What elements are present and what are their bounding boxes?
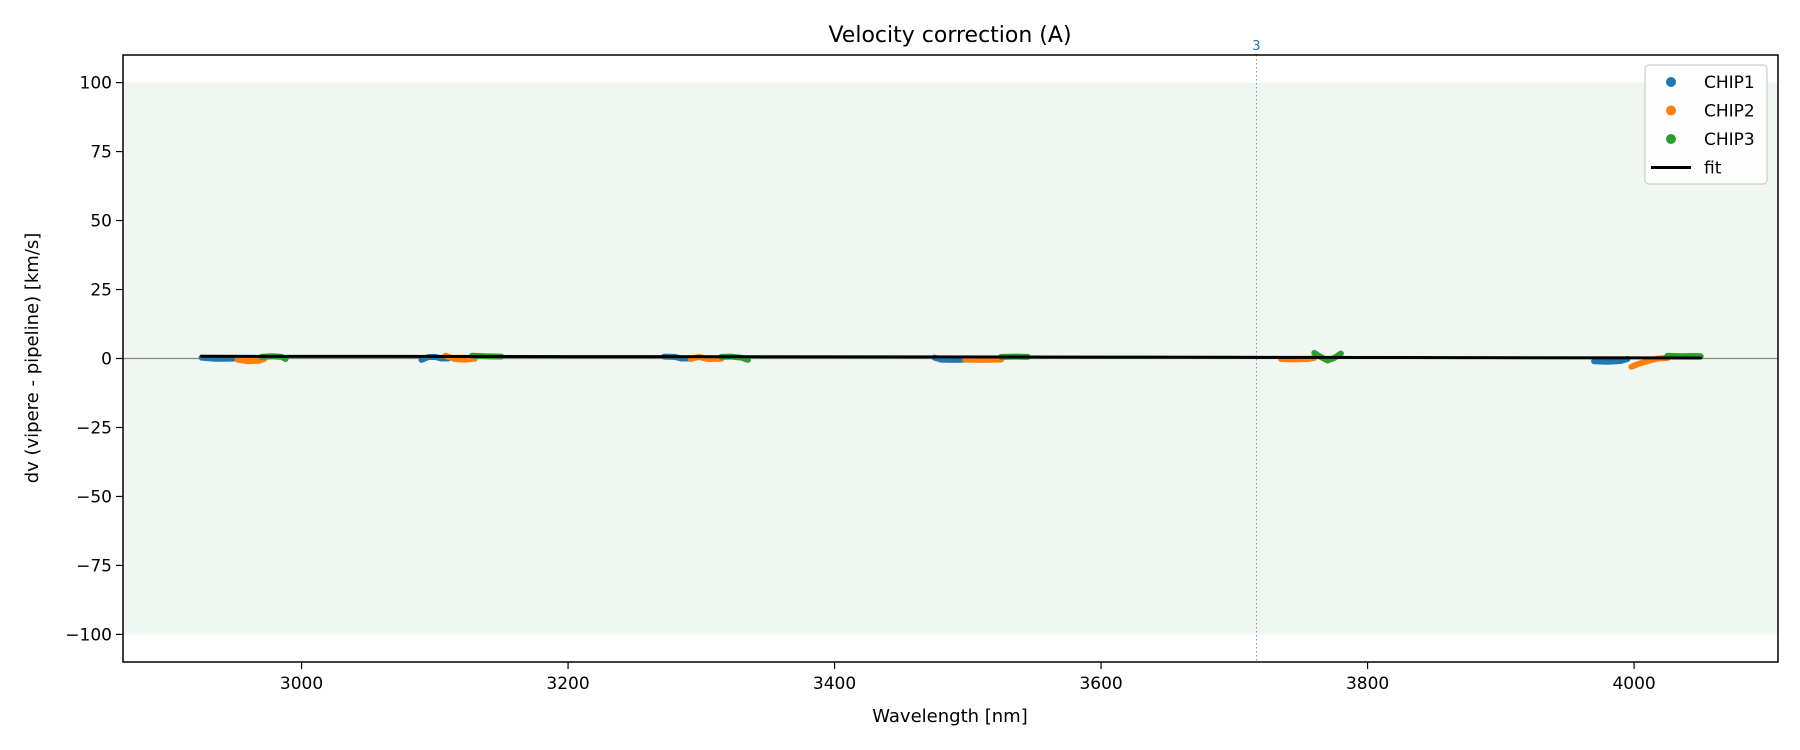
y-tick-label: 25 [90,281,112,301]
y-tick-label: −50 [76,487,112,507]
y-tick-label: −75 [76,556,112,576]
y-tick-label: 50 [90,212,112,232]
y-tick-label: 0 [101,350,112,370]
legend-box [1644,64,1768,185]
x-tick-label: 3800 [1346,674,1389,694]
legend-label-chip2: CHIP2 [1704,102,1755,122]
series-chip2-segment [234,356,268,365]
legend: CHIP1 CHIP2 CHIP3 fit [1644,64,1768,185]
y-tick-label: 75 [90,143,112,163]
series-fit-segment [200,354,1703,360]
legend-label-chip1: CHIP1 [1704,73,1755,93]
series-chip1-segment [1591,356,1631,365]
legend-label-chip3: CHIP3 [1704,130,1755,150]
y-tick-label: −25 [76,418,112,438]
series-chip1-segment [931,354,969,363]
series-chip1-segment [198,354,241,362]
y-tick-label: −100 [65,625,112,645]
x-tick-label: 3400 [813,674,856,694]
x-axis-label: Wavelength [nm] [872,706,1028,727]
series-chip3-segment [1664,352,1704,360]
x-tick-label: 3000 [280,674,323,694]
legend-label-fit: fit [1704,159,1722,179]
x-tick-label: 3600 [1079,674,1122,694]
y-axis-label: dv (vipere - pipeline) [km/s] [22,233,43,484]
plot-area: 3 3000 3200 3400 3600 3800 4000 −100 −75 −50 −25 0 2… [65,39,1779,694]
legend-chip1-dot-icon [1666,77,1676,87]
legend-chip2-dot-icon [1666,105,1676,116]
vertical-marker-label: 3 [1252,39,1260,54]
y-tick-label: 100 [80,74,112,94]
x-tick-label: 3200 [546,674,589,694]
x-tick-label: 4000 [1612,674,1655,694]
chart-title: Velocity correction (A) [828,23,1071,48]
legend-chip3-dot-icon [1666,134,1676,144]
